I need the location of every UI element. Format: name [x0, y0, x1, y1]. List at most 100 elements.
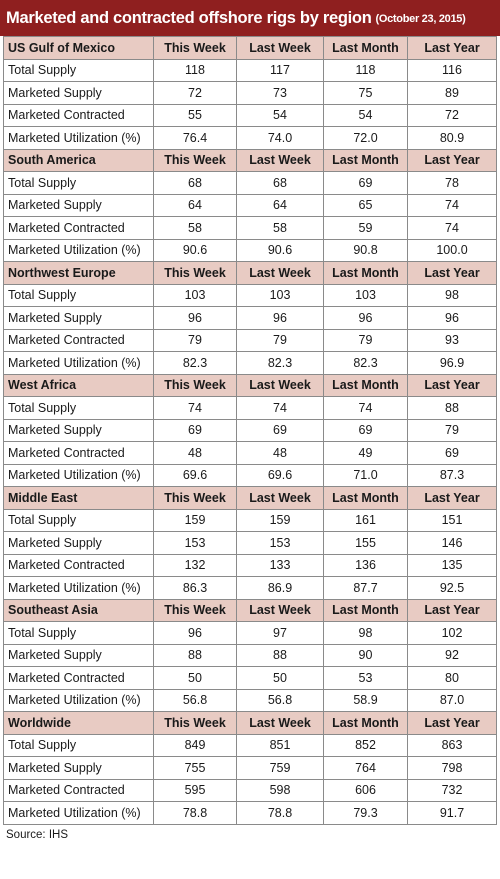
- value-cell: 93: [407, 328, 497, 352]
- value-cell: 86.9: [236, 576, 324, 600]
- value-cell: 80.9: [407, 126, 497, 150]
- value-cell: 69: [236, 418, 324, 442]
- value-cell: 56.8: [153, 688, 237, 712]
- value-cell: 759: [236, 756, 324, 780]
- value-cell: 90.6: [153, 238, 237, 262]
- value-cell: 153: [153, 531, 237, 555]
- value-cell: 50: [236, 666, 324, 690]
- table-row: Marketed Supply 64 64 65 74: [3, 193, 497, 217]
- table-title: Marketed and contracted offshore rigs by…: [6, 8, 372, 27]
- value-cell: 78.8: [236, 801, 324, 825]
- row-label: Marketed Utilization (%): [3, 238, 154, 262]
- value-cell: 74: [236, 396, 324, 420]
- value-cell: 75: [323, 81, 408, 105]
- value-cell: 68: [153, 171, 237, 195]
- value-cell: 79: [407, 418, 497, 442]
- row-label: Total Supply: [3, 283, 154, 307]
- value-cell: 53: [323, 666, 408, 690]
- value-cell: 132: [153, 553, 237, 577]
- value-cell: 64: [236, 193, 324, 217]
- value-cell: 755: [153, 756, 237, 780]
- value-cell: 69: [323, 418, 408, 442]
- value-cell: 151: [407, 508, 497, 532]
- region-header-row: Middle East This Week Last Week Last Month L…: [3, 486, 497, 510]
- title-bar: Marketed and contracted offshore rigs by…: [0, 0, 500, 36]
- value-cell: 103: [153, 283, 237, 307]
- value-cell: 161: [323, 508, 408, 532]
- value-cell: 96: [236, 306, 324, 330]
- table-row: Marketed Supply 153 153 155 146: [3, 531, 497, 555]
- table-row: Total Supply 849 851 852 863: [3, 733, 497, 757]
- row-label: Marketed Contracted: [3, 103, 154, 127]
- column-header: This Week: [153, 148, 237, 172]
- value-cell: 102: [407, 621, 497, 645]
- table-row: Total Supply 96 97 98 102: [3, 621, 497, 645]
- table-row: Marketed Contracted 595 598 606 732: [3, 778, 497, 802]
- column-header: This Week: [153, 486, 237, 510]
- value-cell: 72: [153, 81, 237, 105]
- table-row: Total Supply 159 159 161 151: [3, 508, 497, 532]
- value-cell: 155: [323, 531, 408, 555]
- value-cell: 598: [236, 778, 324, 802]
- table-row: Marketed Contracted 132 133 136 135: [3, 553, 497, 577]
- value-cell: 732: [407, 778, 497, 802]
- row-label: Total Supply: [3, 171, 154, 195]
- value-cell: 146: [407, 531, 497, 555]
- value-cell: 64: [153, 193, 237, 217]
- table-row: Marketed Contracted 58 58 59 74: [3, 216, 497, 240]
- value-cell: 159: [236, 508, 324, 532]
- column-header: This Week: [153, 261, 237, 285]
- value-cell: 103: [236, 283, 324, 307]
- region-header-row: South America This Week Last Week Last Mont…: [3, 148, 497, 172]
- column-header: Last Week: [236, 261, 324, 285]
- value-cell: 68: [236, 171, 324, 195]
- value-cell: 90.6: [236, 238, 324, 262]
- value-cell: 98: [407, 283, 497, 307]
- row-label: Total Supply: [3, 58, 154, 82]
- value-cell: 80: [407, 666, 497, 690]
- value-cell: 56.8: [236, 688, 324, 712]
- value-cell: 88: [153, 643, 237, 667]
- value-cell: 90: [323, 643, 408, 667]
- column-header: Last Week: [236, 148, 324, 172]
- value-cell: 78.8: [153, 801, 237, 825]
- value-cell: 55: [153, 103, 237, 127]
- region-name: South America: [3, 148, 154, 172]
- value-cell: 69: [153, 418, 237, 442]
- value-cell: 849: [153, 733, 237, 757]
- column-header: Last Year: [407, 598, 497, 622]
- column-header: Last Week: [236, 598, 324, 622]
- row-label: Marketed Utilization (%): [3, 463, 154, 487]
- value-cell: 58: [236, 216, 324, 240]
- table-row: Marketed Utilization (%) 90.6 90.6 90.8 100.…: [3, 238, 497, 262]
- column-header: Last Week: [236, 486, 324, 510]
- value-cell: 72: [407, 103, 497, 127]
- table-row: Marketed Utilization (%) 78.8 78.8 79.3 91.7: [3, 801, 497, 825]
- row-label: Total Supply: [3, 621, 154, 645]
- value-cell: 135: [407, 553, 497, 577]
- value-cell: 74.0: [236, 126, 324, 150]
- value-cell: 88: [407, 396, 497, 420]
- value-cell: 87.7: [323, 576, 408, 600]
- value-cell: 798: [407, 756, 497, 780]
- region-name: Middle East: [3, 486, 154, 510]
- region-name: Northwest Europe: [3, 261, 154, 285]
- value-cell: 103: [323, 283, 408, 307]
- table-row: Marketed Supply 755 759 764 798: [3, 756, 497, 780]
- value-cell: 82.3: [153, 351, 237, 375]
- column-header: Last Month: [323, 373, 408, 397]
- row-label: Marketed Contracted: [3, 216, 154, 240]
- row-label: Marketed Supply: [3, 418, 154, 442]
- table-row: Marketed Utilization (%) 82.3 82.3 82.3 96.9: [3, 351, 497, 375]
- table-row: Total Supply 68 68 69 78: [3, 171, 497, 195]
- region-header-row: Northwest Europe This Week Last Week Last M…: [3, 261, 497, 285]
- value-cell: 118: [153, 58, 237, 82]
- region-header-row: Southeast Asia This Week Last Week Last Mon…: [3, 598, 497, 622]
- region-name: Worldwide: [3, 711, 154, 735]
- value-cell: 117: [236, 58, 324, 82]
- value-cell: 92: [407, 643, 497, 667]
- value-cell: 863: [407, 733, 497, 757]
- value-cell: 72.0: [323, 126, 408, 150]
- column-header: This Week: [153, 711, 237, 735]
- value-cell: 96: [153, 621, 237, 645]
